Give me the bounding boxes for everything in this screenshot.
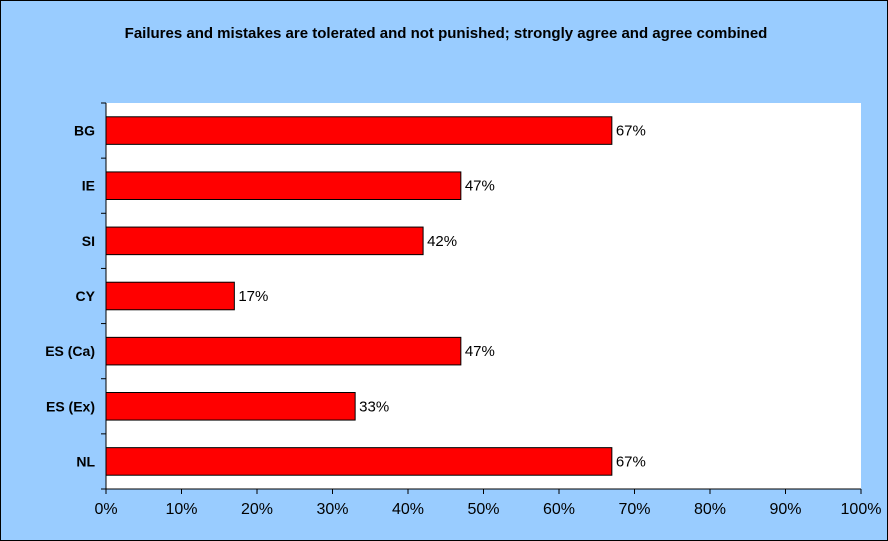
- x-tick-label: 60%: [543, 501, 575, 518]
- y-tick-label: SI: [82, 233, 95, 249]
- x-tick-label: 90%: [769, 501, 801, 518]
- y-tick-label: IE: [82, 178, 95, 194]
- data-label: 17%: [238, 288, 268, 305]
- bar: [105, 171, 462, 201]
- y-tick-label: ES (Ex): [46, 398, 95, 414]
- y-tick-label: NL: [76, 453, 95, 469]
- bar: [105, 336, 462, 366]
- data-label: 47%: [465, 343, 495, 360]
- y-tick-label: CY: [76, 288, 96, 304]
- bar: [105, 226, 424, 256]
- chart-title: Failures and mistakes are tolerated and …: [124, 25, 768, 42]
- x-tick-label: 20%: [241, 501, 273, 518]
- bar: [105, 392, 356, 421]
- x-tick-label: 40%: [392, 501, 424, 518]
- y-tick-label: ES (Ca): [45, 343, 95, 359]
- data-label: 47%: [465, 178, 495, 195]
- bar: [105, 116, 613, 145]
- bar: [105, 447, 613, 476]
- x-tick-label: 30%: [316, 501, 348, 518]
- x-tick-label: 10%: [165, 501, 197, 518]
- x-tick-label: 50%: [467, 501, 499, 518]
- x-tick-label: 100%: [841, 501, 882, 518]
- data-label: 67%: [616, 453, 646, 470]
- data-label: 33%: [359, 398, 389, 415]
- data-label: 42%: [427, 233, 457, 250]
- x-tick-label: 70%: [618, 501, 650, 518]
- y-tick-label: BG: [74, 123, 95, 139]
- x-tick-label: 80%: [694, 501, 726, 518]
- x-tick-label: 0%: [94, 501, 117, 518]
- bar: [105, 281, 235, 311]
- data-label: 67%: [616, 123, 646, 140]
